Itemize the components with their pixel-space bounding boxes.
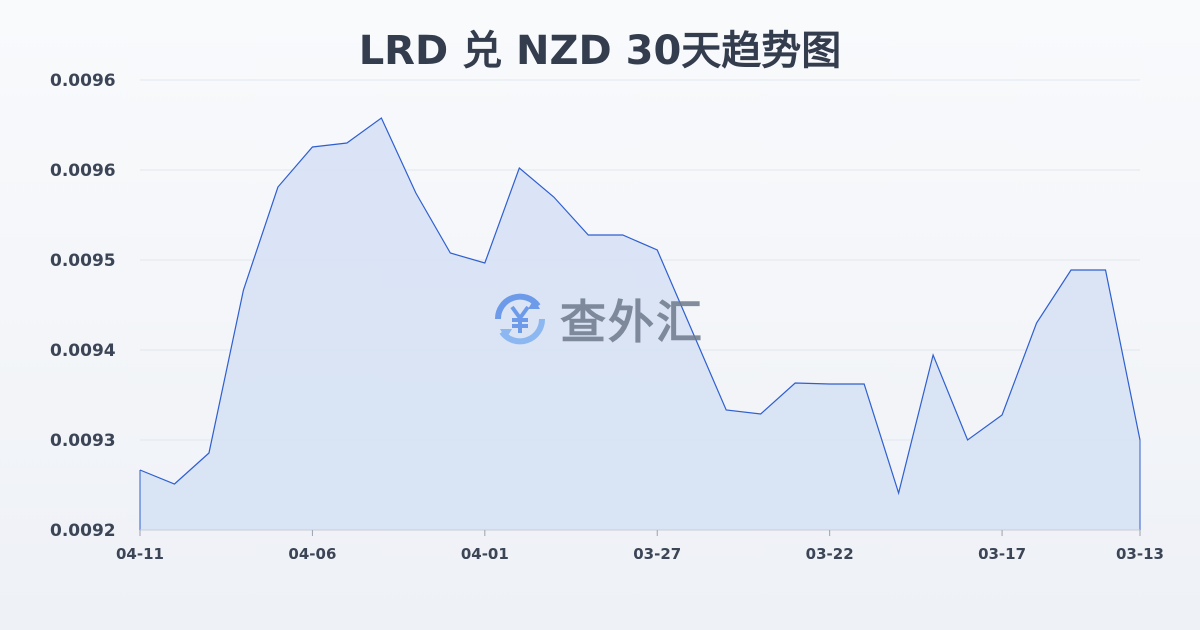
yen-exchange-icon (494, 293, 546, 345)
x-tick-label: 03-22 (806, 545, 854, 563)
x-tick-label: 04-06 (288, 545, 336, 563)
area-fill (140, 118, 1140, 530)
y-tick-label: 0.0094 (50, 341, 116, 361)
watermark: 查外汇 (490, 286, 704, 352)
y-tick-label: 0.0096 (50, 71, 116, 91)
x-tick-label: 03-17 (978, 545, 1026, 563)
y-tick-label: 0.0095 (50, 251, 116, 271)
y-tick-label: 0.0093 (50, 431, 116, 451)
x-tick-label: 04-01 (461, 545, 509, 563)
y-tick-label: 0.0092 (50, 521, 116, 541)
y-tick-label: 0.0096 (50, 161, 116, 181)
x-tick-label: 04-11 (116, 545, 164, 563)
x-tick-label: 03-13 (1116, 545, 1164, 563)
series-line (139, 117, 1141, 496)
watermark-text: 查外汇 (560, 295, 704, 349)
chart-title: LRD 兑 NZD 30天趋势图 (358, 28, 842, 74)
x-tick-label: 03-27 (633, 545, 681, 563)
